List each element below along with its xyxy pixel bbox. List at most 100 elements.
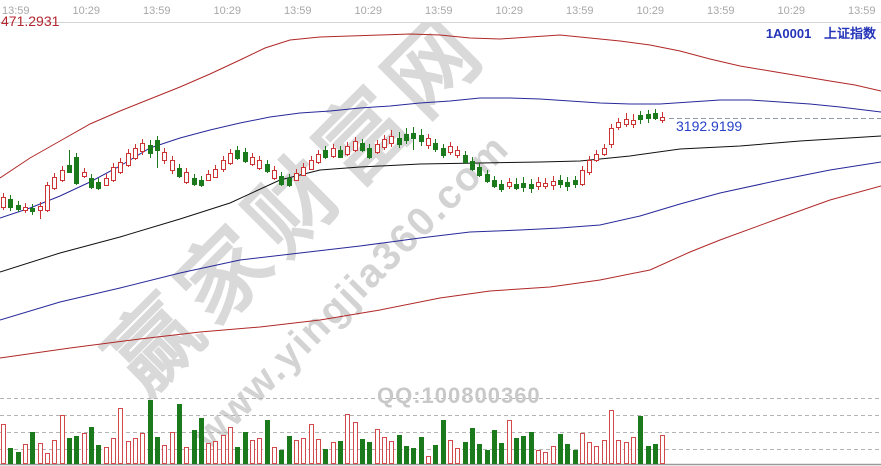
candle [104,178,109,186]
candle [345,146,350,155]
time-tick-label: 13:59 [707,5,735,17]
candle [23,207,28,211]
volume-bar [331,442,336,464]
volume-bar [411,448,416,464]
volume-bar [257,438,262,464]
volume-bar [631,437,636,464]
candle [448,146,453,153]
band-upper-red [0,33,881,179]
candle [624,119,629,125]
volume-bar [89,427,94,464]
candle [177,168,182,177]
volume-bar [565,444,570,464]
candle [221,160,226,170]
time-axis: 13:59 10:29 13:59 10:29 13:59 10:29 13:59 10:29… [0,0,881,23]
time-tick-label: 10:29 [777,5,806,17]
candle [616,122,621,128]
candle [543,183,548,187]
range-high-price-label: 471.2931 [1,13,60,29]
candle [419,135,424,142]
volume-bar [30,432,35,464]
candle [492,180,497,187]
candle [375,144,380,153]
volume-bar [228,427,233,464]
volume-bar [602,440,607,464]
volume-bar [170,432,175,464]
volume-bar [45,453,50,464]
time-tick-label: 10:29 [354,5,383,17]
candle [118,162,123,173]
volume-bar [82,433,87,464]
candle [507,182,512,187]
candle [477,167,482,176]
volume-bar [309,424,314,464]
candle [323,150,328,158]
time-tick-label: 13:59 [425,5,453,17]
volume-bar [338,441,343,464]
volume-bar [543,452,548,464]
volume-bar [111,438,116,464]
candle [455,150,460,156]
band-upper-blue [0,97,881,219]
volume-bar [353,422,358,464]
candle [529,184,534,189]
band-lower-blue [0,161,881,321]
candle [235,150,240,159]
volume-bar [235,447,240,464]
candle [331,148,336,157]
volume-bar [382,437,387,464]
volume-bar [485,450,490,464]
candle [199,180,204,186]
candle [426,138,431,146]
volume-bar [448,440,453,464]
volume-bar [389,441,394,464]
candle [602,148,607,155]
candle [133,148,138,159]
volume-bar [492,430,497,464]
volume-bar [624,442,629,464]
volume-bar [455,448,460,464]
volume-bar [272,447,277,464]
candle [126,153,131,166]
watermark-qq-text: QQ:100800360 [377,383,541,408]
candle [660,117,665,121]
candle [287,178,292,186]
volume-bar [499,443,504,464]
time-tick-label: 13:59 [848,5,876,17]
candle [1,197,6,208]
candle [257,160,262,169]
candle [594,154,599,161]
candle [82,172,87,177]
candle [38,206,43,211]
candle [301,167,306,176]
volume-bar [250,440,255,464]
volume-bar [184,447,189,464]
candle [184,172,189,183]
time-tick-label: 10:29 [72,5,101,17]
candle [228,153,233,164]
volume-bar [206,443,211,464]
candle [338,150,343,158]
volume-bar [345,414,350,464]
volume-bar [616,440,621,464]
volume-bar [529,432,534,464]
candle [441,148,446,156]
volume-bar [397,435,402,464]
band-middle-black [0,135,881,273]
candle [89,178,94,188]
candle [485,174,490,182]
candle [367,148,372,158]
volume-bar [52,440,57,464]
volume-bar [587,442,592,464]
candle [294,173,299,181]
volume-bar [294,440,299,464]
volume-bar [660,435,665,464]
candle [638,115,643,120]
volume-bar [265,420,270,464]
candle [52,177,57,189]
volume-bar [301,438,306,464]
volume-bar [8,448,13,464]
volume-bar [287,436,292,464]
